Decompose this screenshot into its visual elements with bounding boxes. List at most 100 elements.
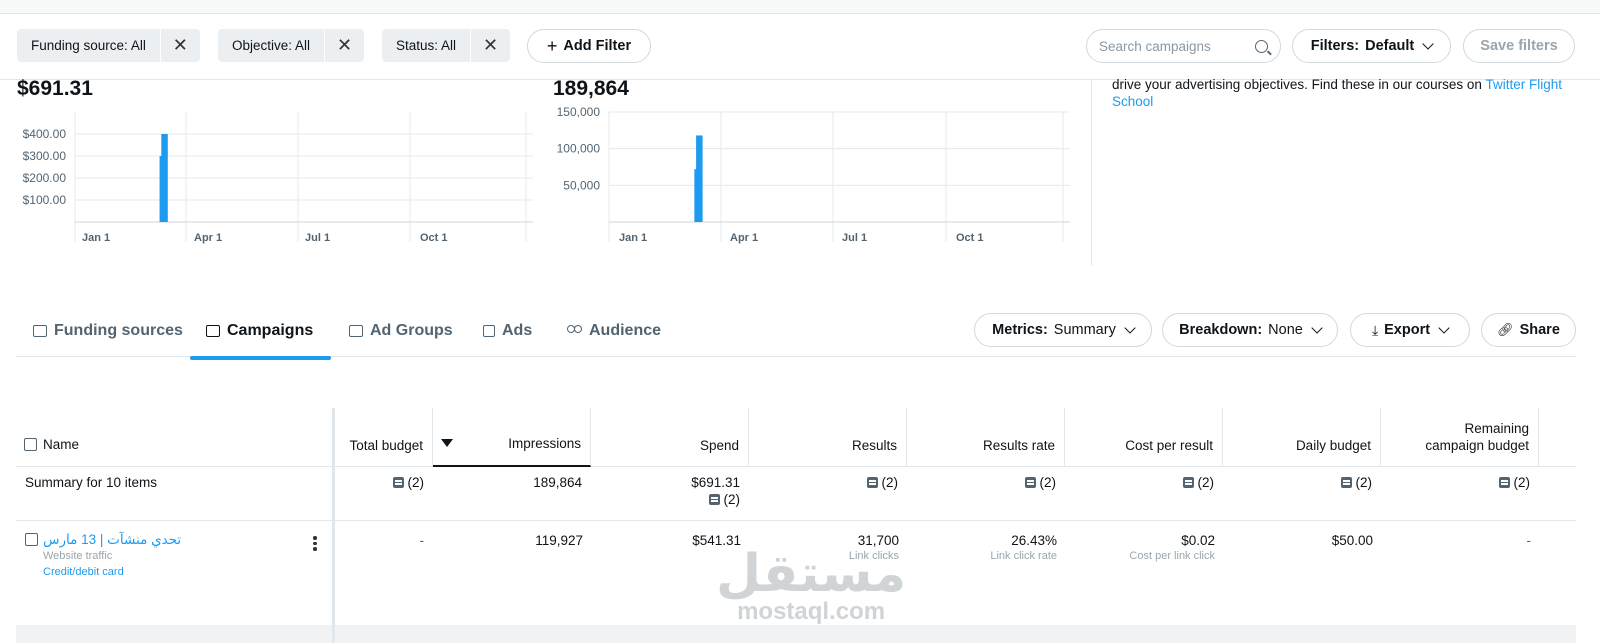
summary-daily-budget: (2) <box>1223 474 1372 491</box>
x-tick-label: Oct 1 <box>420 232 448 244</box>
tab-label: Campaigns <box>227 322 314 339</box>
campaigns-table: Name Total budget Impressions Spend Resu… <box>16 408 1576 643</box>
add-filter-label: Add Filter <box>563 38 632 54</box>
y-tick-label: $300.00 <box>23 149 67 163</box>
flight-school-link[interactable]: Twitter Flight School <box>1112 77 1562 109</box>
bar <box>161 134 168 222</box>
breakdown-value: None <box>1268 322 1303 338</box>
x-tick-label: Apr 1 <box>730 232 758 244</box>
row-checkbox[interactable] <box>25 533 38 546</box>
funding-icon <box>33 325 47 337</box>
entity-tabs: Funding sources Campaigns Ad Groups Ads … <box>16 305 1576 360</box>
tab-label: Ads <box>502 322 533 339</box>
cost-per-result-header[interactable]: Cost per result <box>1065 408 1223 467</box>
row-spend: $541.31 <box>692 533 741 548</box>
save-filters-button[interactable]: Save filters <box>1463 29 1575 63</box>
row-results-value: 31,700 <box>857 533 899 548</box>
x-tick-label: Oct 1 <box>956 232 984 244</box>
breakdown-dropdown[interactable]: Breakdown: None <box>1162 313 1338 347</box>
summary-total-budget: (2) <box>336 474 424 491</box>
export-button[interactable]: ⤓ Export <box>1350 313 1470 347</box>
row-results-rate-value: 26.43% <box>1011 533 1057 548</box>
link-icon: 🔗︎ <box>1497 322 1514 337</box>
row-results-sub: Link clicks <box>848 550 899 562</box>
filters-default-button[interactable]: Filters: Default <box>1292 29 1451 63</box>
select-all-checkbox[interactable] <box>24 438 37 451</box>
share-button[interactable]: 🔗︎ Share <box>1481 313 1576 347</box>
y-tick-label: $400.00 <box>23 127 67 141</box>
tab-ad-groups[interactable]: Ad Groups <box>349 305 453 357</box>
note-icon <box>866 477 878 488</box>
table-header: Name Total budget Impressions Spend Resu… <box>16 408 1576 467</box>
summary-results-value: (2) <box>881 475 899 490</box>
add-filter-button[interactable]: + Add Filter <box>527 29 651 63</box>
tab-funding-sources[interactable]: Funding sources <box>33 305 183 357</box>
row-cost-per-result-sub: Cost per link click <box>1129 550 1215 562</box>
table-row[interactable] <box>16 625 1576 643</box>
info-text: drive your advertising objectives. Find … <box>1112 76 1582 110</box>
campaign-name-link[interactable]: تحدي منشآت | 13 مارس <box>43 532 182 547</box>
filter-bar: Funding source: All ✕ Objective: All ✕ S… <box>0 14 1600 80</box>
download-icon: ⤓ <box>1371 321 1379 338</box>
campaign-payment-link[interactable]: Credit/debit card <box>43 566 124 578</box>
row-cost-per-result: $0.02 Cost per link click <box>1065 532 1215 563</box>
search-input[interactable]: Search campaigns <box>1086 29 1281 63</box>
tab-audience[interactable]: Audience <box>566 305 661 357</box>
metrics-dropdown[interactable]: Metrics: Summary <box>974 313 1152 347</box>
filter-chip-status[interactable]: Status: All ✕ <box>382 29 511 62</box>
audience-icon <box>566 325 582 337</box>
remaining-budget-header[interactable]: Remaining campaign budget <box>1381 408 1539 467</box>
filter-chip-label: Funding source: All <box>31 38 146 53</box>
row-results-rate: 26.43% Link click rate <box>907 532 1057 563</box>
close-icon[interactable]: ✕ <box>470 29 510 62</box>
results-rate-header[interactable]: Results rate <box>907 408 1065 467</box>
share-label: Share <box>1519 322 1560 338</box>
filter-chip-label: Status: All <box>396 38 457 53</box>
close-icon[interactable]: ✕ <box>324 29 364 62</box>
chevron-down-icon <box>1124 322 1136 334</box>
plus-icon: + <box>546 35 558 56</box>
ads-icon <box>483 325 495 337</box>
name-column-header[interactable]: Name <box>24 437 79 452</box>
note-icon <box>1340 477 1352 488</box>
daily-budget-header[interactable]: Daily budget <box>1223 408 1381 467</box>
campaign-objective: Website traffic <box>43 550 113 562</box>
summary-row: Summary for 10 items (2) 189,864 $691.31… <box>16 467 1576 521</box>
more-options-icon[interactable] <box>313 536 317 553</box>
metrics-prefix: Metrics: <box>992 322 1048 338</box>
total-budget-header[interactable]: Total budget <box>336 408 433 467</box>
chevron-down-icon <box>1311 322 1323 334</box>
filters-prefix: Filters: <box>1310 38 1360 54</box>
tab-label: Funding sources <box>54 322 183 339</box>
note-icon <box>1024 477 1036 488</box>
y-tick-label: 100,000 <box>557 142 601 156</box>
y-tick-label: 50,000 <box>563 178 600 192</box>
spend-header[interactable]: Spend <box>591 408 749 467</box>
ad-groups-icon <box>349 325 363 337</box>
note-icon <box>1498 477 1510 488</box>
close-icon[interactable]: ✕ <box>159 29 200 62</box>
divider <box>1091 80 1092 266</box>
active-tab-indicator <box>190 356 332 360</box>
summary-daily-budget-value: (2) <box>1355 475 1373 490</box>
results-header[interactable]: Results <box>749 408 907 467</box>
y-tick-label: $200.00 <box>23 171 67 185</box>
campaign-name-cell: تحدي منشآت | 13 مارس Website traffic Cre… <box>43 532 181 580</box>
impressions-header-label: Impressions <box>508 436 581 451</box>
summary-spend: $691.31 (2) <box>591 474 740 508</box>
impressions-header[interactable]: Impressions <box>433 408 591 467</box>
summary-total-budget-value: (2) <box>407 475 425 490</box>
tab-campaigns[interactable]: Campaigns <box>190 305 332 360</box>
table-row[interactable]: تحدي منشآت | 13 مارس Website traffic Cre… <box>16 521 1576 625</box>
note-icon <box>392 477 404 488</box>
filters-value: Default <box>1365 38 1415 54</box>
filter-chip-funding-source[interactable]: Funding source: All ✕ <box>17 29 200 62</box>
summary-impressions: 189,864 <box>533 475 582 490</box>
remaining-line2: campaign budget <box>1425 438 1529 453</box>
tab-label: Ad Groups <box>370 322 453 339</box>
tab-ads[interactable]: Ads <box>483 305 532 357</box>
row-impressions: 119,927 <box>535 533 583 548</box>
note-icon <box>1182 477 1194 488</box>
filter-chip-objective[interactable]: Objective: All ✕ <box>218 29 365 62</box>
x-tick-label: Jan 1 <box>619 232 647 244</box>
